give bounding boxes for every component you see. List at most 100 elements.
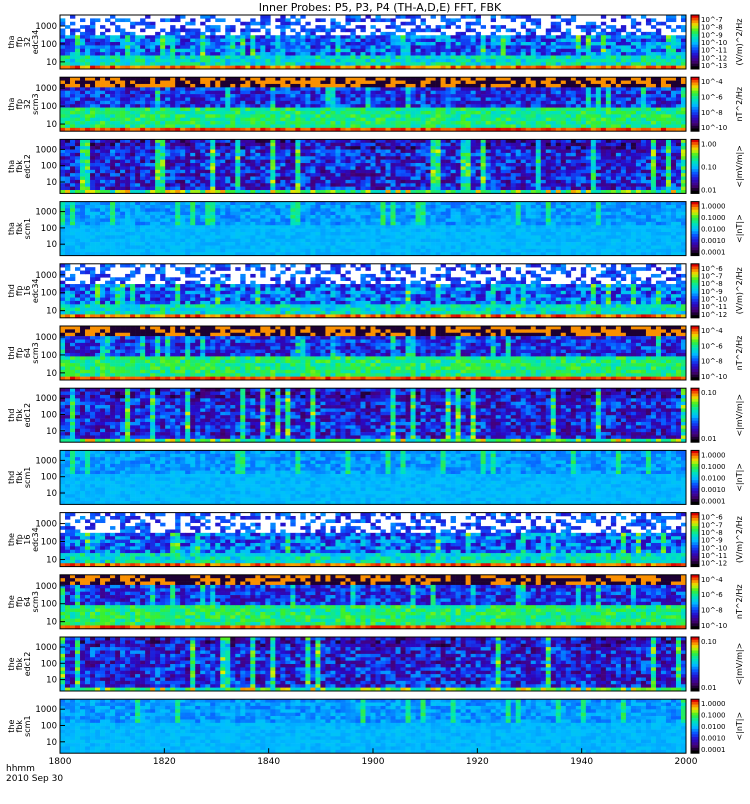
heatmap-cell xyxy=(250,121,255,125)
heatmap-cell xyxy=(631,81,636,85)
heatmap-cell xyxy=(185,32,190,36)
heatmap-cell xyxy=(125,97,130,101)
heatmap-cell xyxy=(335,62,340,66)
heatmap-cell xyxy=(536,49,541,53)
heatmap-cell xyxy=(466,118,471,122)
heatmap-cell xyxy=(105,153,110,157)
heatmap-cell xyxy=(591,77,596,81)
heatmap-cell xyxy=(581,35,586,39)
heatmap-cell xyxy=(546,59,551,63)
heatmap-cell xyxy=(566,114,571,118)
heatmap-cell xyxy=(70,173,75,177)
heatmap-cell xyxy=(75,91,80,95)
heatmap-cells xyxy=(60,15,686,69)
heatmap-cell xyxy=(175,121,180,125)
heatmap-cell xyxy=(95,62,100,66)
heatmap-cell xyxy=(411,45,416,49)
heatmap-cell xyxy=(406,114,411,118)
heatmap-cell xyxy=(165,62,170,66)
heatmap-cell xyxy=(235,156,240,160)
heatmap-cell xyxy=(596,104,601,108)
heatmap-cell xyxy=(676,97,681,101)
heatmap-cell xyxy=(75,170,80,174)
heatmap-cell xyxy=(275,180,280,184)
heatmap-cell xyxy=(631,77,636,81)
heatmap-cell xyxy=(441,42,446,46)
heatmap-cell xyxy=(391,146,396,150)
heatmap-cell xyxy=(110,187,115,191)
heatmap-cell xyxy=(511,108,516,112)
heatmap-cell xyxy=(641,84,646,88)
heatmap-cell xyxy=(70,45,75,49)
heatmap-cell xyxy=(145,170,150,174)
heatmap-cell xyxy=(165,52,170,56)
heatmap-cell xyxy=(190,101,195,105)
heatmap-cell xyxy=(110,156,115,160)
heatmap-cell xyxy=(300,150,305,154)
heatmap-cell xyxy=(546,62,551,66)
heatmap-cell xyxy=(501,62,506,66)
heatmap-cell xyxy=(451,104,456,108)
heatmap-cell xyxy=(461,187,466,191)
heatmap-cell xyxy=(436,118,441,122)
heatmap-cell xyxy=(501,108,506,112)
heatmap-cell xyxy=(85,111,90,115)
heatmap-cell xyxy=(210,163,215,167)
heatmap-cell xyxy=(416,62,421,66)
heatmap-cell xyxy=(245,118,250,122)
heatmap-cell xyxy=(345,101,350,105)
heatmap-cell xyxy=(315,153,320,157)
heatmap-cell xyxy=(80,170,85,174)
heatmap-cell xyxy=(616,42,621,46)
heatmap-cell xyxy=(85,166,90,170)
heatmap-cell xyxy=(75,59,80,63)
heatmap-cell xyxy=(431,156,436,160)
heatmap-cell xyxy=(330,25,335,29)
colorbar-segment xyxy=(691,91,699,94)
heatmap-cell xyxy=(431,94,436,98)
heatmap-cell xyxy=(381,146,386,150)
heatmap-cell xyxy=(566,108,571,112)
heatmap-cell xyxy=(195,173,200,177)
heatmap-cell xyxy=(70,143,75,147)
heatmap-cell xyxy=(421,81,426,85)
heatmap-cell xyxy=(150,163,155,167)
heatmap-cell xyxy=(275,87,280,91)
heatmap-cell xyxy=(60,49,65,53)
heatmap-cell xyxy=(215,150,220,154)
heatmap-cell xyxy=(150,170,155,174)
heatmap-cell xyxy=(526,84,531,88)
heatmap-cell xyxy=(651,97,656,101)
heatmap-cell xyxy=(90,56,95,60)
heatmap-cell xyxy=(431,124,436,128)
heatmap-cell xyxy=(240,52,245,56)
heatmap-cell xyxy=(325,29,330,33)
heatmap-cell xyxy=(240,32,245,36)
heatmap-cell xyxy=(501,87,506,91)
heatmap-cell xyxy=(300,166,305,170)
heatmap-cell xyxy=(220,97,225,101)
panel-label-line: edc34 xyxy=(31,30,40,55)
heatmap-cell xyxy=(616,45,621,49)
heatmap-cell xyxy=(406,94,411,98)
heatmap-cell xyxy=(265,22,270,26)
heatmap-cell xyxy=(310,114,315,118)
heatmap-cell xyxy=(556,111,561,115)
heatmap-cell xyxy=(606,87,611,91)
heatmap-cell xyxy=(496,91,501,95)
heatmap-cell xyxy=(451,91,456,95)
heatmap-cell xyxy=(571,91,576,95)
heatmap-cell xyxy=(516,118,521,122)
heatmap-cell xyxy=(250,18,255,22)
heatmap-cell xyxy=(566,94,571,98)
heatmap-cell xyxy=(446,160,451,164)
heatmap-cell xyxy=(616,77,621,81)
heatmap-cell xyxy=(491,101,496,105)
heatmap-cell xyxy=(145,156,150,160)
heatmap-cell xyxy=(250,45,255,49)
heatmap-cell xyxy=(636,81,641,85)
heatmap-cell xyxy=(190,87,195,91)
heatmap-cell xyxy=(365,59,370,63)
heatmap-cell xyxy=(70,87,75,91)
heatmap-cell xyxy=(431,118,436,122)
